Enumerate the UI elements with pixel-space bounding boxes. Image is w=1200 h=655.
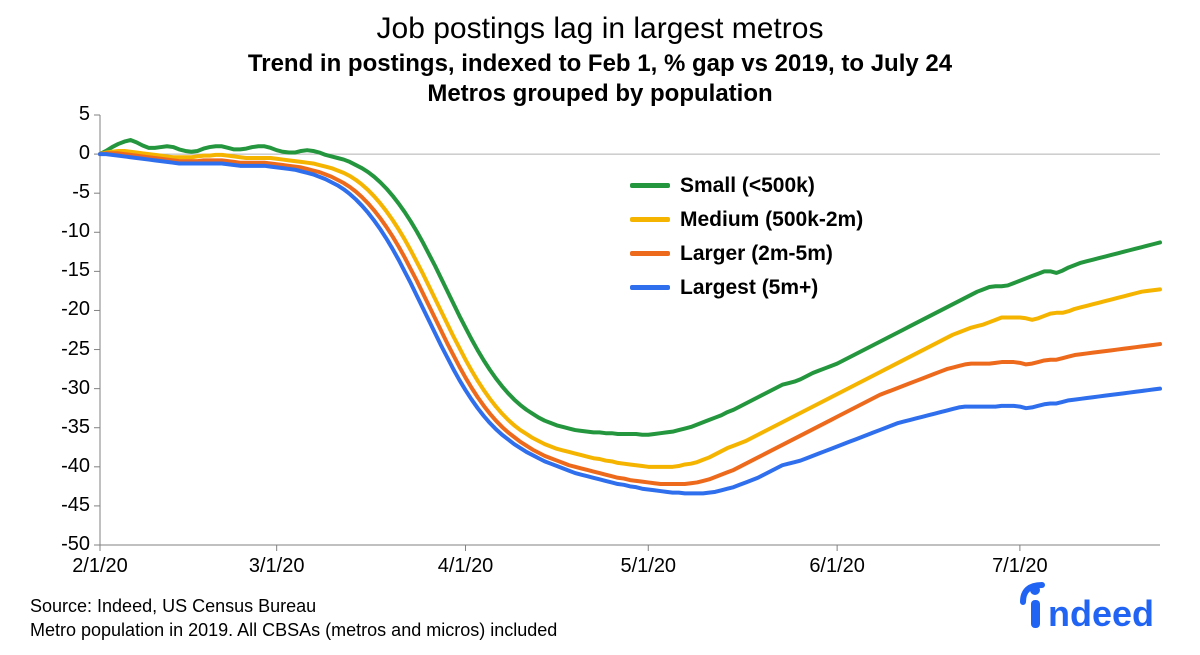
legend-item: Small (<500k)	[630, 171, 863, 201]
y-tick-label: -15	[61, 259, 90, 282]
chart-title: Job postings lag in largest metros	[0, 12, 1200, 46]
indeed-logo: ndeed	[1020, 582, 1170, 637]
y-tick-label: -10	[61, 220, 90, 243]
chart-subtitle-1: Trend in postings, indexed to Feb 1, % g…	[0, 50, 1200, 78]
y-tick-label: -25	[61, 338, 90, 361]
legend-swatch	[630, 217, 670, 222]
chart-container: Job postings lag in largest metros Trend…	[0, 0, 1200, 655]
x-tick-label: 7/1/20	[980, 555, 1060, 578]
y-tick-label: 0	[79, 142, 90, 165]
legend-label: Small (<500k)	[680, 174, 815, 198]
legend-label: Larger (2m-5m)	[680, 242, 833, 266]
x-tick-label: 2/1/20	[60, 555, 140, 578]
svg-text:ndeed: ndeed	[1048, 593, 1154, 632]
y-tick-label: -50	[61, 533, 90, 556]
y-tick-label: -5	[72, 181, 90, 204]
legend: Small (<500k) Medium (500k-2m) Larger (2m-…	[630, 171, 863, 307]
legend-swatch	[630, 183, 670, 188]
legend-label: Medium (500k-2m)	[680, 208, 863, 232]
y-tick-label: -35	[61, 416, 90, 439]
legend-label: Largest (5m+)	[680, 276, 818, 300]
legend-swatch	[630, 285, 670, 290]
footnote: Source: Indeed, US Census Bureau	[30, 596, 316, 617]
legend-item: Largest (5m+)	[630, 273, 863, 303]
legend-item: Larger (2m-5m)	[630, 239, 863, 269]
x-tick-label: 6/1/20	[797, 555, 877, 578]
footnote: Metro population in 2019. All CBSAs (met…	[30, 620, 557, 641]
y-tick-label: 5	[79, 103, 90, 126]
y-tick-label: -45	[61, 494, 90, 517]
chart-subtitle-2: Metros grouped by population	[0, 80, 1200, 108]
x-tick-label: 5/1/20	[608, 555, 688, 578]
y-tick-label: -20	[61, 298, 90, 321]
legend-swatch	[630, 251, 670, 256]
x-tick-label: 4/1/20	[426, 555, 506, 578]
x-tick-label: 3/1/20	[237, 555, 317, 578]
legend-item: Medium (500k-2m)	[630, 205, 863, 235]
y-tick-label: -30	[61, 377, 90, 400]
y-tick-label: -40	[61, 455, 90, 478]
